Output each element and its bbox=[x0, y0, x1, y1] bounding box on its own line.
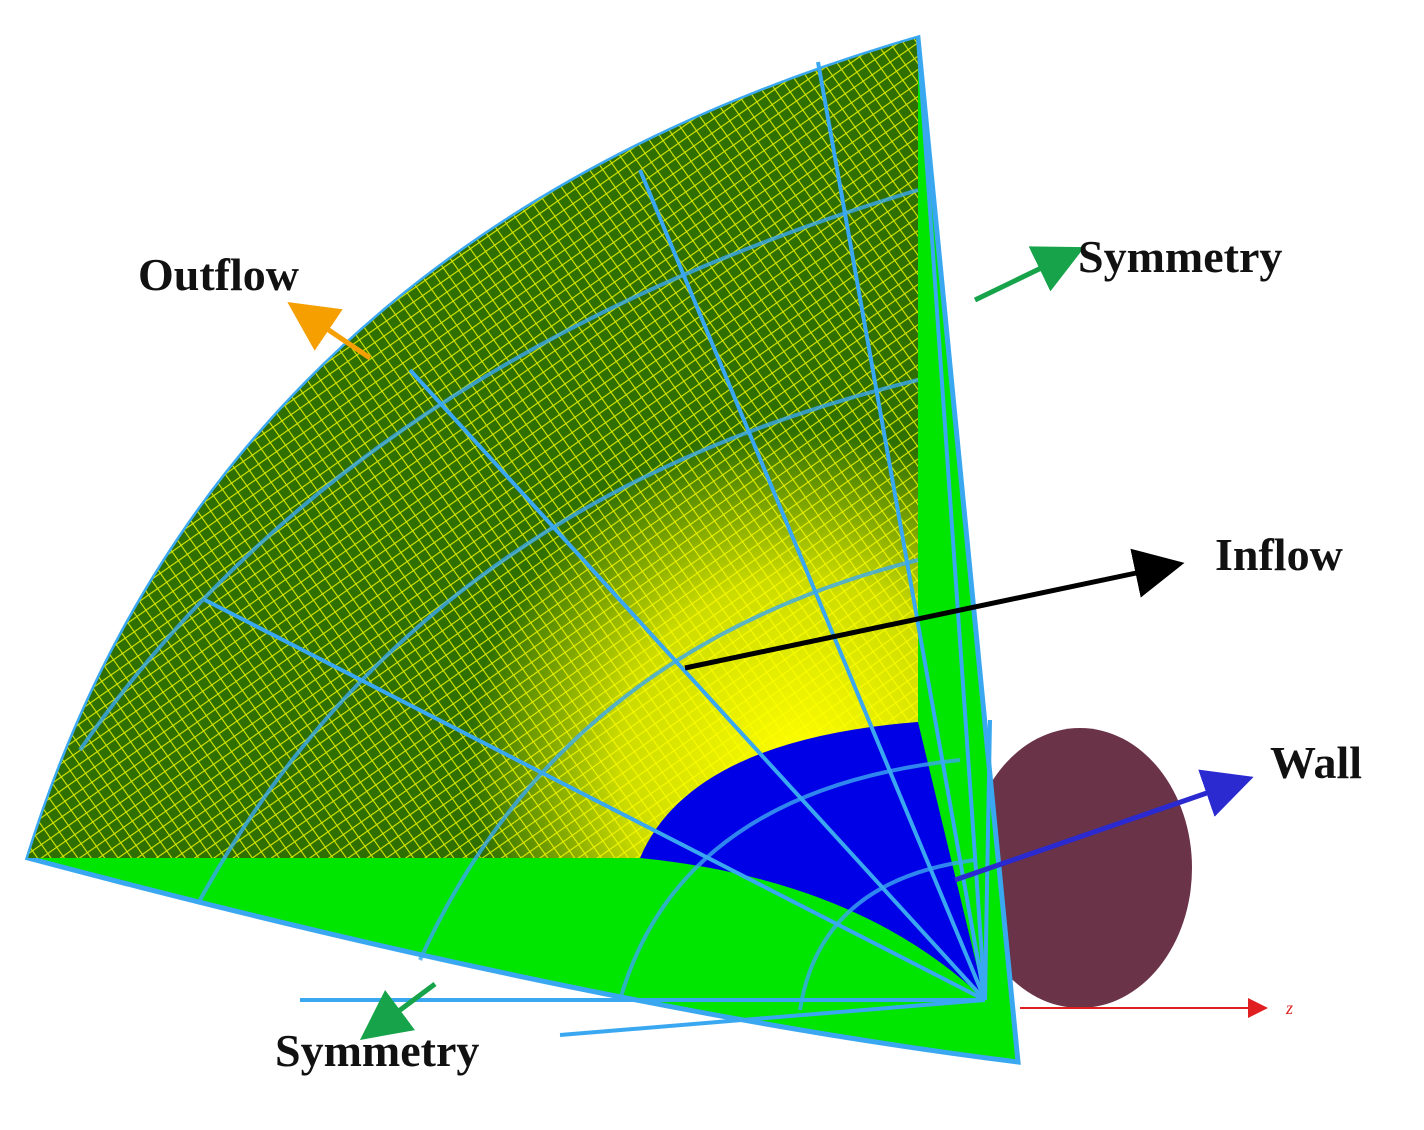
label: Symmetry bbox=[1078, 231, 1282, 282]
label: Outflow bbox=[138, 249, 299, 300]
arrow bbox=[954, 769, 1254, 883]
mesh-lines bbox=[78, 37, 992, 1037]
axis-label: z bbox=[1285, 998, 1293, 1018]
arrow bbox=[973, 246, 1085, 303]
arrow bbox=[287, 301, 372, 361]
label: Symmetry bbox=[275, 1025, 479, 1076]
label: Wall bbox=[1270, 737, 1362, 788]
arrow bbox=[684, 548, 1185, 671]
inflow-surface bbox=[28, 38, 918, 858]
label: Inflow bbox=[1215, 529, 1343, 580]
body bbox=[968, 728, 1192, 1008]
arrow bbox=[359, 981, 437, 1040]
